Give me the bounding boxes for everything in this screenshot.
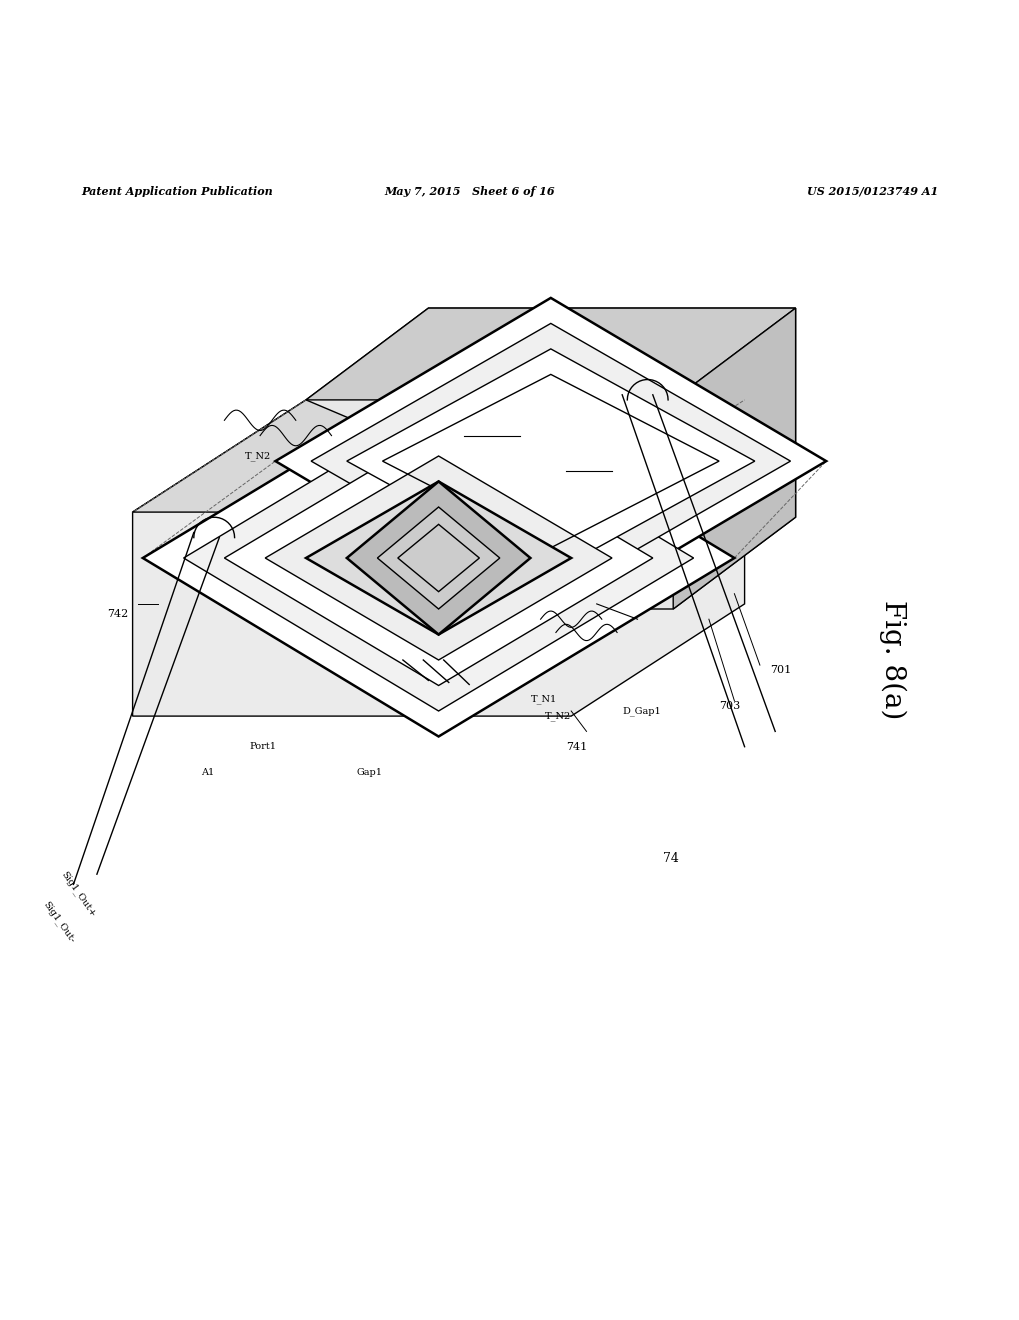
Polygon shape	[346, 482, 530, 635]
Text: US 2015/0123749 A1: US 2015/0123749 A1	[806, 186, 937, 197]
Text: A1: A1	[201, 768, 214, 776]
Text: 701: 701	[769, 665, 791, 676]
Polygon shape	[183, 405, 693, 711]
Text: 744: 744	[357, 676, 378, 685]
Text: 743: 743	[301, 640, 322, 649]
Text: 741: 741	[566, 742, 587, 751]
Text: 74: 74	[662, 853, 679, 866]
Polygon shape	[132, 400, 744, 512]
Text: T_N1: T_N1	[301, 471, 327, 482]
Polygon shape	[377, 507, 499, 609]
Text: Gap1: Gap1	[357, 768, 382, 776]
Text: T_N1: T_N1	[530, 694, 556, 704]
Text: 703: 703	[718, 701, 740, 711]
Text: Port1: Port1	[250, 742, 276, 751]
Polygon shape	[673, 308, 795, 609]
Polygon shape	[275, 298, 825, 624]
Text: D_Gap1: D_Gap1	[622, 706, 660, 715]
Text: W_N1: W_N1	[555, 535, 585, 544]
Polygon shape	[306, 308, 795, 609]
Polygon shape	[306, 308, 795, 400]
Text: May 7, 2015   Sheet 6 of 16: May 7, 2015 Sheet 6 of 16	[383, 186, 554, 197]
Polygon shape	[311, 323, 790, 599]
Text: T_N2: T_N2	[544, 711, 571, 721]
Text: A1: A1	[627, 558, 640, 568]
Text: Sig1_In+: Sig1_In+	[723, 308, 758, 350]
Text: T_N2: T_N2	[245, 451, 271, 461]
Text: Sig1_Out+: Sig1_Out+	[59, 870, 98, 919]
Text: Sig1_In-: Sig1_In-	[708, 334, 740, 374]
Polygon shape	[143, 380, 734, 737]
Text: W_N2: W_N2	[443, 498, 473, 507]
Polygon shape	[224, 430, 652, 685]
Text: Patent Application Publication: Patent Application Publication	[82, 186, 273, 197]
Polygon shape	[346, 348, 754, 573]
Polygon shape	[306, 482, 571, 635]
Text: Fig. 8(a): Fig. 8(a)	[878, 601, 905, 719]
Polygon shape	[132, 400, 744, 715]
Text: Sig1_Out-: Sig1_Out-	[41, 899, 76, 945]
Polygon shape	[265, 455, 611, 660]
Text: Port2 A1: Port2 A1	[606, 574, 648, 603]
Text: 742: 742	[107, 609, 128, 619]
